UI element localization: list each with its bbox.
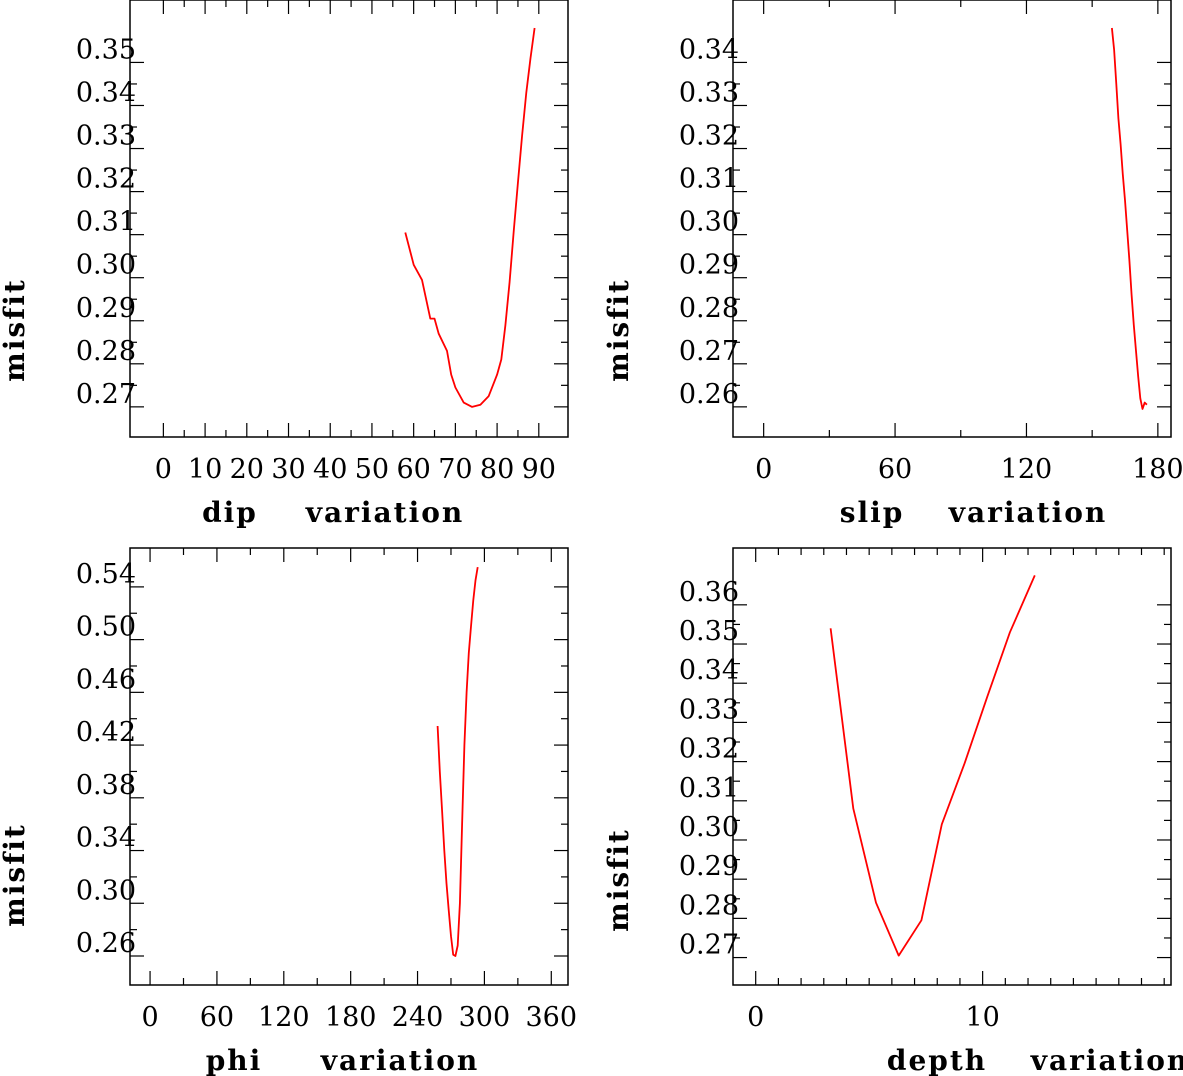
- y-tick-label: 0.32: [679, 734, 739, 765]
- x-tick-label: 10: [188, 454, 222, 485]
- plot-frame: [129, 547, 569, 986]
- y-tick-label: 0.31: [76, 207, 136, 238]
- y-tick-label: 0.31: [679, 773, 739, 804]
- y-tick-label: 0.32: [76, 164, 136, 195]
- y-tick-label: 0.50: [76, 612, 136, 643]
- x-tick-label: 10: [965, 1002, 999, 1033]
- y-axis-label: misfit: [0, 278, 31, 382]
- panel-top-left: 0 10 20 30 40 50 60 70 80 90 0.27 0.28 0.29 0.30 0.31 0…: [0, 0, 569, 529]
- x-tick-label: 240: [392, 1002, 444, 1033]
- panel-top-right: 0 60 120 180 0.26 0.27 0.28 0.29 0.30 0.31 0.32 0.3…: [602, 0, 1183, 529]
- x-tick-label: 50: [355, 454, 389, 485]
- x-tick-label: 120: [1001, 454, 1053, 485]
- y-tick-label: 0.30: [76, 250, 136, 281]
- x-tick-label: 180: [325, 1002, 377, 1033]
- y-tick-label: 0.28: [679, 890, 739, 921]
- panel-bottom-right: 0 10 0.27 0.28 0.29 0.30 0.31 0.32 0.33 0.34 0.35 0…: [602, 547, 1183, 1076]
- x-axis-label-quantity: dip: [202, 496, 258, 529]
- x-tick-label: 360: [526, 1002, 578, 1033]
- y-tick-label: 0.28: [679, 293, 739, 324]
- y-tick-label: 0.33: [679, 694, 739, 725]
- x-tick-label: 60: [200, 1002, 234, 1033]
- x-tick-label: 30: [271, 454, 305, 485]
- plot-frame: [732, 547, 1172, 986]
- y-tick-label: 0.36: [679, 577, 739, 608]
- y-tick-label: 0.34: [679, 655, 739, 686]
- y-tick-label: 0.38: [76, 770, 136, 801]
- x-tick-label: 0: [755, 454, 772, 485]
- y-tick-label: 0.27: [679, 336, 739, 367]
- y-tick-label: 0.29: [679, 851, 739, 882]
- x-axis-label-word: variation: [305, 496, 465, 529]
- x-tick-label: 0: [155, 454, 172, 485]
- y-tick-label: 0.34: [76, 823, 136, 854]
- x-tick-label: 60: [878, 454, 912, 485]
- y-tick-label: 0.26: [679, 379, 739, 410]
- y-tick-label: 0.35: [679, 616, 739, 647]
- x-axis-label-word: variation: [948, 496, 1108, 529]
- y-tick-label: 0.30: [679, 812, 739, 843]
- x-axis-label-quantity: phi: [206, 1044, 263, 1076]
- y-tick-label: 0.27: [76, 379, 136, 410]
- x-tick-label: 80: [480, 454, 514, 485]
- x-tick-label: 70: [438, 454, 472, 485]
- x-tick-label: 0: [747, 1002, 764, 1033]
- y-axis-label: misfit: [602, 278, 635, 382]
- x-tick-label: 90: [522, 454, 556, 485]
- x-tick-label: 40: [313, 454, 347, 485]
- x-axis-label-word: variation: [1030, 1044, 1183, 1076]
- y-tick-label: 0.32: [679, 121, 739, 152]
- misfit-series-line: [1111, 27, 1148, 410]
- y-tick-label: 0.34: [76, 77, 136, 108]
- x-axis-label-quantity: slip: [840, 496, 905, 529]
- y-axis-label: misfit: [0, 823, 31, 927]
- y-tick-label: 0.54: [76, 559, 136, 590]
- x-axis-label-quantity: depth: [887, 1044, 987, 1076]
- x-tick-label: 0: [141, 1002, 158, 1033]
- x-axis-label-word: variation: [320, 1044, 480, 1076]
- y-tick-label: 0.33: [679, 77, 739, 108]
- x-tick-label: 60: [396, 454, 430, 485]
- y-tick-label: 0.34: [679, 34, 739, 65]
- y-tick-label: 0.29: [76, 293, 136, 324]
- misfit-series-line: [829, 575, 1036, 957]
- y-tick-label: 0.30: [679, 207, 739, 238]
- y-tick-label: 0.31: [679, 164, 739, 195]
- x-tick-label: 120: [258, 1002, 310, 1033]
- plot-frame: [732, 0, 1172, 438]
- y-tick-label: 0.46: [76, 664, 136, 695]
- y-tick-label: 0.35: [76, 34, 136, 65]
- y-tick-label: 0.30: [76, 875, 136, 906]
- plot-frame: [129, 0, 569, 438]
- x-tick-label: 20: [230, 454, 264, 485]
- y-tick-label: 0.26: [76, 928, 136, 959]
- y-axis-label: misfit: [602, 828, 635, 932]
- y-tick-label: 0.33: [76, 121, 136, 152]
- x-tick-label: 180: [1132, 454, 1183, 485]
- y-tick-label: 0.29: [679, 250, 739, 281]
- y-tick-label: 0.27: [679, 930, 739, 961]
- panel-bottom-left: 0 60 120 180 240 300 360 0.26 0.30 0.34 0.38 0.42 0.…: [0, 547, 578, 1076]
- y-tick-label: 0.42: [76, 717, 136, 748]
- misfit-series-line: [404, 27, 536, 408]
- y-tick-label: 0.28: [76, 336, 136, 367]
- misfit-series-line: [436, 566, 479, 957]
- x-tick-label: 300: [459, 1002, 511, 1033]
